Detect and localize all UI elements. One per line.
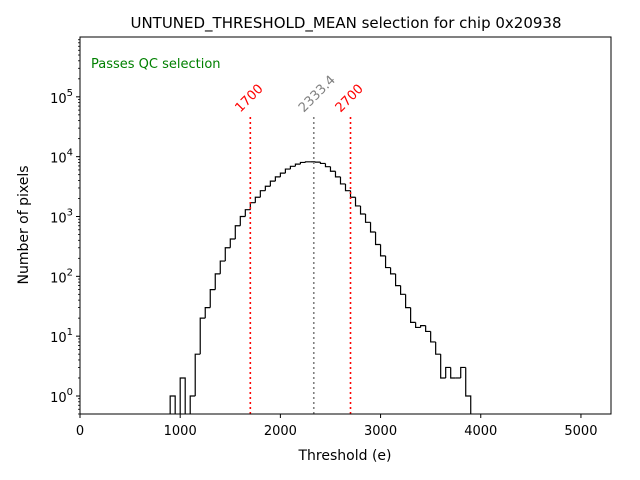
- histogram-bin: [259, 190, 266, 198]
- histogram-bin: [415, 322, 421, 329]
- histogram-bin: [304, 161, 311, 163]
- histogram-bin: [329, 166, 336, 172]
- histogram-bin: [400, 285, 406, 295]
- qc-annotation: Passes QC selection: [91, 57, 221, 72]
- y-tick-label: 105: [50, 88, 73, 107]
- histogram-bin: [269, 180, 276, 187]
- histogram-bin: [364, 214, 371, 223]
- histogram-bin: [299, 161, 306, 165]
- histogram-bin: [239, 215, 246, 226]
- histogram-bin: [194, 353, 201, 396]
- histogram-bin: [229, 238, 236, 248]
- axes-layer: 0 1000 2000 3000 4000 5000 100 101 102 103 104 105: [50, 36, 612, 439]
- histogram-bin: [344, 183, 351, 192]
- histogram-bin: [189, 395, 196, 414]
- x-tick-label: 0: [76, 424, 84, 439]
- histogram-bin: [294, 163, 301, 167]
- y-tick-label: 102: [50, 267, 73, 286]
- y-tick-label: 101: [50, 327, 73, 346]
- histogram-bin: [289, 165, 296, 170]
- y-tick-label: 104: [50, 148, 73, 167]
- histogram-bin: [389, 267, 396, 275]
- histogram-bin: [254, 196, 261, 203]
- histogram-bin: [420, 325, 426, 328]
- chart-title: UNTUNED_THRESHOLD_MEAN selection for chi…: [130, 14, 561, 33]
- histogram-bin: [234, 225, 241, 240]
- histogram-bin: [435, 341, 441, 355]
- histogram-bin: [169, 395, 176, 414]
- x-tick-label: 5000: [564, 424, 597, 439]
- histogram-bin: [410, 307, 416, 323]
- histogram-bin: [219, 260, 226, 274]
- y-axis-label: Number of pixels: [16, 165, 32, 284]
- histogram-bin: [274, 176, 281, 182]
- histogram-bin: [359, 205, 366, 215]
- histogram-bin: [179, 377, 186, 414]
- x-tick-label: 4000: [464, 424, 497, 439]
- histogram-layer: [169, 161, 472, 414]
- histogram-bin: [209, 288, 216, 308]
- y-tick-label: 100: [50, 387, 73, 406]
- histogram-bin: [204, 307, 211, 319]
- histogram-bin: [425, 325, 431, 333]
- histogram-bin: [199, 317, 206, 355]
- histogram-bin: [339, 176, 346, 185]
- x-axis-label: Threshold (e): [298, 448, 392, 464]
- histogram-bin: [279, 172, 286, 177]
- histogram-bin: [284, 168, 291, 174]
- histogram-bin: [334, 171, 341, 178]
- y-tick-label: 103: [50, 207, 73, 226]
- histogram-bin: [244, 209, 251, 217]
- histogram-bin: [224, 247, 231, 262]
- histogram-bin: [440, 354, 446, 379]
- histogram-bin: [430, 331, 436, 343]
- threshold-label: 2700: [333, 82, 367, 116]
- histogram-bin: [394, 273, 401, 287]
- histogram-bin: [214, 273, 221, 290]
- histogram-bin: [445, 366, 451, 378]
- histogram-bin: [405, 294, 411, 309]
- histogram-bin: [369, 222, 376, 233]
- histogram-bin: [384, 255, 391, 269]
- histogram-bin: [374, 232, 381, 246]
- histogram-bin: [465, 367, 472, 414]
- x-tick-label: 1000: [164, 424, 197, 439]
- histogram-bin: [319, 162, 326, 165]
- histogram-bin: [450, 367, 456, 379]
- x-tick-label: 2000: [264, 424, 297, 439]
- histogram-bin: [460, 366, 466, 378]
- histogram-bin: [324, 163, 331, 168]
- threshold-label: 2333.4: [296, 73, 339, 116]
- histogram-bin: [264, 185, 271, 191]
- threshold-label: 1700: [233, 82, 267, 116]
- histogram-bin: [354, 197, 361, 207]
- histogram-bin: [379, 244, 386, 257]
- x-tick-label: 3000: [364, 424, 397, 439]
